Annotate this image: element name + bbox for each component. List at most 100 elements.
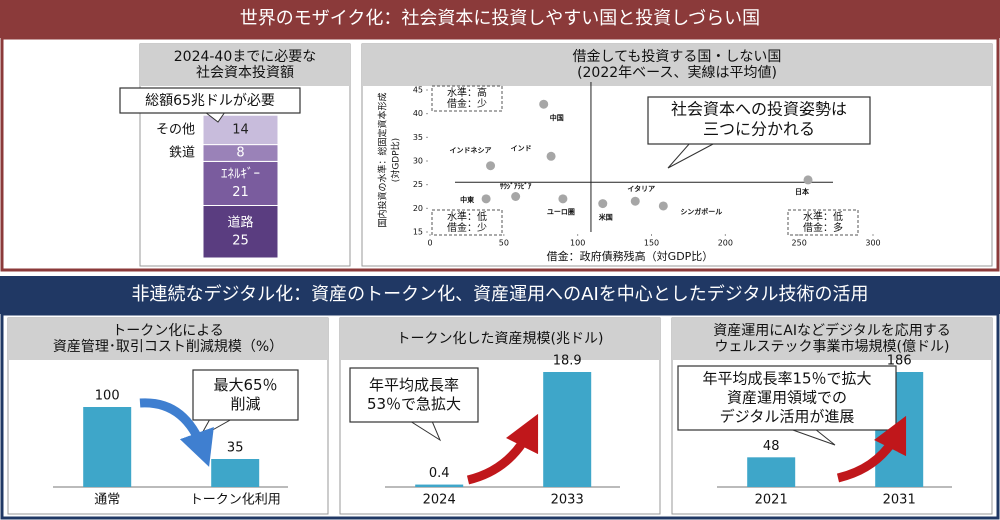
point (558, 194, 568, 204)
point (546, 151, 556, 161)
point-label: イタリア (627, 184, 655, 193)
point (658, 201, 668, 211)
x-tick-label: 2033 (551, 493, 584, 508)
section-title: 非連続なデジタル化：資産のトークン化、資産運用へのAIを中心としたデジタル技術の… (132, 284, 869, 305)
panel-header (8, 318, 328, 360)
panel-title: トークン化した資産規模(兆ドル) (397, 331, 604, 347)
value-label: 0.4 (429, 466, 450, 481)
point-label: インドネシア (450, 147, 492, 155)
segment-value: 25 (232, 233, 249, 248)
callout-box (647, 96, 871, 145)
point (803, 175, 813, 185)
quadrant-label: 借金：多 (803, 221, 843, 234)
x-tick-label: トークン化利用 (190, 493, 281, 508)
panel-title: 2024-40までに必要な (174, 49, 317, 65)
arrow (139, 398, 214, 467)
segment-value: 8 (236, 146, 244, 161)
section-header (0, 276, 1000, 314)
panel-header (672, 318, 992, 360)
bar (211, 459, 260, 487)
bar (543, 372, 592, 487)
x-tick-label: 2031 (883, 493, 916, 508)
callout-text: 53％で急拡大 (367, 395, 461, 413)
callout-box (119, 87, 301, 114)
panel-header (140, 44, 350, 86)
bar (747, 457, 796, 487)
quadrant-box (431, 85, 503, 112)
point-label: 米国 (598, 213, 613, 222)
x-tick-label: 通常 (94, 493, 120, 508)
value-label: 35 (227, 441, 244, 456)
panel-title: 社会資本投資額 (196, 65, 294, 81)
value-label: 100 (95, 389, 120, 404)
callout-text: 年平均成長率15％で拡大 (702, 370, 871, 388)
x-tick-label: 100 (570, 239, 585, 248)
panel-title: 借金しても投資する国・しない国 (573, 49, 782, 65)
quadrant-label: 水準：低 (447, 210, 487, 223)
point-label: 中東 (460, 195, 475, 204)
x-tick-label: 300 (865, 239, 880, 248)
segment-value: 21 (232, 185, 249, 200)
panel-header (362, 44, 992, 86)
x-tick-label: 2021 (755, 493, 788, 508)
arrow (836, 415, 907, 483)
section-title: 世界のモザイク化：社会資本に投資しやすい国と投資しづらい国 (240, 8, 760, 29)
quadrant-box (787, 209, 859, 236)
panel-title: 資産管理･取引コスト削減規模（%） (53, 338, 283, 355)
bar-segment (202, 205, 279, 259)
x-tick-label: 200 (718, 239, 733, 248)
x-tick-label: 50 (499, 239, 509, 248)
point-label: シンガポール (680, 207, 722, 216)
panel-title: (2022年ベース、実線は平均値) (577, 65, 777, 81)
callout-text: 最大65％ (213, 376, 277, 394)
callout-text: 削減 (230, 395, 260, 413)
point (630, 196, 640, 206)
segment-name: ｴﾈﾙｷﾞｰ (221, 167, 260, 182)
y-tick-label: 15 (413, 228, 423, 237)
section-header (0, 0, 1000, 38)
point-label: 中国 (550, 113, 564, 122)
point-label: 日本 (795, 187, 809, 196)
panel-title: ウェルステック事業市場規模(億ドル) (715, 338, 950, 355)
x-tick-label: 0 (427, 239, 432, 248)
quadrant-label: 借金：少 (447, 221, 487, 234)
callout-text: 資産運用領域での (727, 389, 847, 407)
segment-name: 鉄道 (169, 146, 195, 161)
callout-text: 総額65兆ドルが必要 (145, 93, 275, 109)
segment-name: その他 (156, 122, 195, 137)
point (511, 192, 521, 201)
quadrant-label: 水準：低 (803, 210, 843, 223)
x-tick-label: 150 (644, 239, 659, 248)
arrow (466, 413, 539, 485)
point (598, 199, 608, 209)
y-tick-label: 20 (413, 204, 423, 213)
y-axis-label: 国内投資の水準：総固定資本形成 (377, 92, 389, 227)
value-label: 186 (887, 354, 912, 369)
quadrant-label: 水準：高 (447, 86, 487, 99)
y-tick-label: 40 (413, 109, 423, 118)
x-axis-label: 借金：政府債務残高（対GDP比） (547, 249, 714, 263)
y-tick-label: 30 (413, 157, 423, 166)
quadrant-box (431, 209, 503, 236)
x-tick-label: 250 (792, 239, 807, 248)
point (486, 161, 496, 171)
y-axis-label: (対GDP比) (390, 138, 402, 182)
point (481, 194, 491, 204)
point-label: ｻｳｼﾞｱﾗﾋﾞｱ (500, 182, 532, 191)
bar-segment (202, 160, 279, 206)
panel-title: トークン化による (112, 323, 224, 339)
callout-box (677, 365, 897, 431)
y-tick-label: 25 (413, 180, 423, 189)
callout-box (192, 369, 299, 421)
y-tick-label: 45 (413, 86, 423, 95)
value-label: 18.9 (553, 354, 582, 369)
x-tick-label: 2024 (423, 493, 456, 508)
callout-box (349, 367, 479, 423)
panel-title: 資産運用にAIなどデジタルを応用する (713, 322, 950, 339)
point-label: インド (511, 144, 532, 152)
point-label: ユーロ圏 (547, 207, 575, 216)
callout-text: 三つに分かれる (703, 120, 815, 139)
segment-value: 14 (232, 122, 249, 137)
